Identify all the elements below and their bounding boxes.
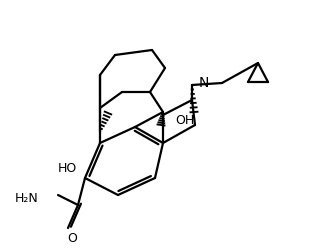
Text: HO: HO [57,162,77,174]
Text: OH: OH [176,113,195,127]
Text: O: O [67,232,77,244]
Text: H₂N: H₂N [14,192,38,205]
Text: N: N [199,76,209,90]
